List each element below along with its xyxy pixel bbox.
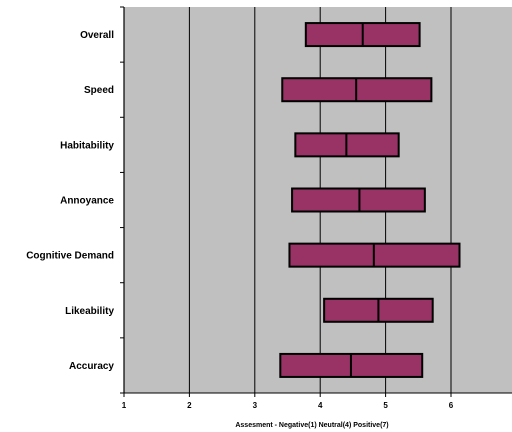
x-tick-label: 5 [383, 401, 388, 410]
x-axis: 1 2 3 4 5 6 [122, 392, 512, 410]
category-label: Overall [80, 30, 114, 41]
category-labels: Overall Speed Habitability Annoyance Cogniti… [26, 30, 114, 372]
category-label: Habitability [60, 140, 114, 151]
x-tick-label: 6 [449, 401, 454, 410]
x-axis-title: Assesment - Negative(1) Neutral(4) Posit… [235, 422, 388, 429]
x-tick-label: 3 [253, 401, 258, 410]
category-label: Accuracy [69, 361, 114, 372]
x-tick-label: 1 [122, 401, 127, 410]
grid-lines [120, 6, 452, 394]
category-label: Annoyance [60, 196, 114, 207]
category-label: Cognitive Demand [26, 251, 114, 262]
category-label: Speed [84, 85, 114, 96]
boxes [279, 22, 461, 378]
x-tick-label: 4 [318, 401, 323, 410]
x-tick-label: 2 [187, 401, 192, 410]
category-label: Likeability [65, 306, 114, 317]
